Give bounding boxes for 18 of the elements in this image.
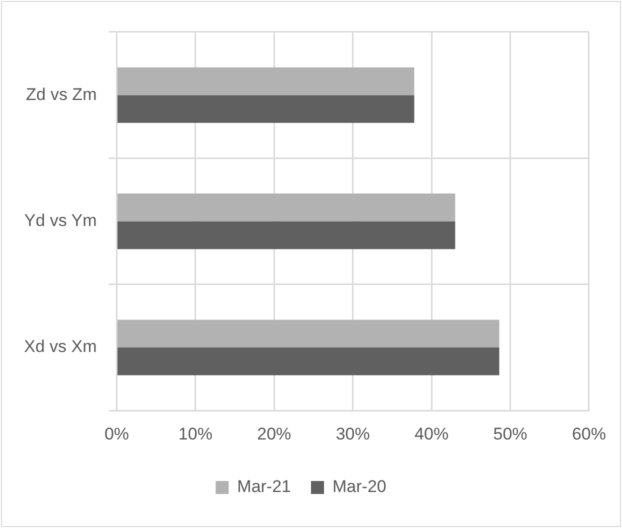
bar: [117, 348, 500, 376]
x-tick-label: 10%: [178, 424, 212, 444]
y-tick-label: Zd vs Zm: [26, 84, 97, 104]
legend-label: Mar-20: [332, 477, 386, 496]
bar: [117, 95, 414, 123]
x-tick-label: 60%: [572, 424, 606, 444]
legend-label: Mar-21: [237, 477, 292, 496]
bar: [117, 194, 456, 222]
bar: [117, 67, 414, 96]
x-tick-label: 50%: [493, 424, 528, 444]
x-tick-label: 0%: [104, 424, 130, 444]
bar: [117, 320, 500, 348]
x-tick-label: 30%: [336, 424, 370, 444]
y-tick-label: Xd vs Xm: [24, 337, 97, 356]
bar: [117, 221, 456, 250]
x-tick-label: 40%: [414, 424, 449, 444]
y-tick-label: Yd vs Ym: [24, 210, 97, 230]
x-tick-label: 20%: [257, 424, 292, 444]
